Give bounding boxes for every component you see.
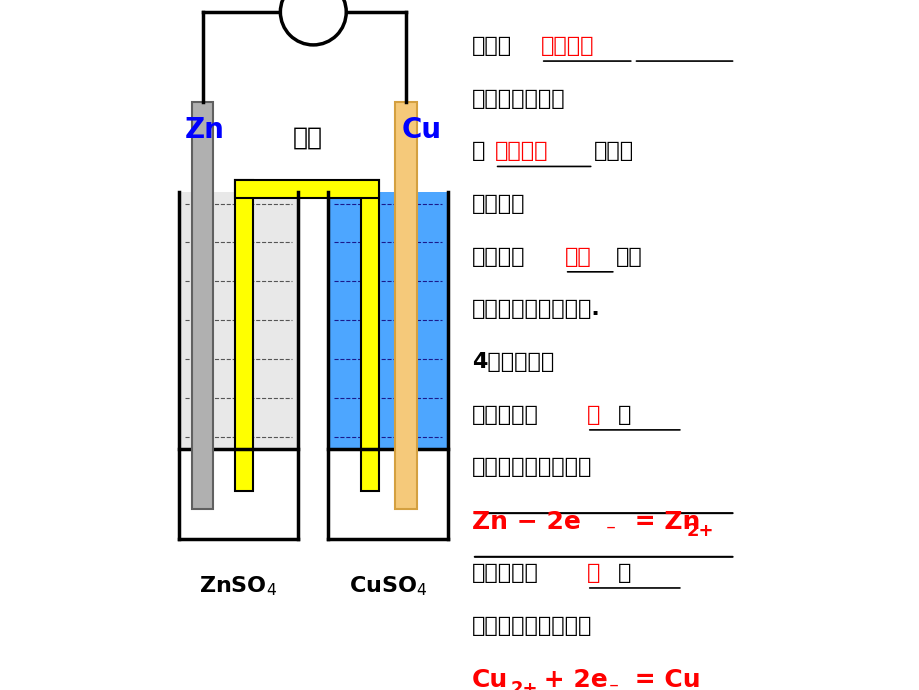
Text: ZnSO$_4$: ZnSO$_4$	[199, 575, 278, 598]
Bar	[191, 102, 213, 509]
Text: 组成铜: 组成铜	[593, 141, 633, 161]
Bar	[235, 179, 253, 491]
Text: Cu: Cu	[471, 668, 507, 690]
Bar	[361, 179, 379, 491]
Text: 半电池，: 半电池，	[471, 194, 525, 214]
Text: 中间通过: 中间通过	[471, 247, 525, 266]
Text: 铜: 铜	[586, 563, 600, 583]
Text: 2+: 2+	[686, 522, 713, 540]
Text: ；: ；	[618, 563, 630, 583]
Text: 起来组成铜锌原电池.: 起来组成铜锌原电池.	[471, 299, 600, 319]
Text: 正极的电极反应式为: 正极的电极反应式为	[471, 615, 592, 635]
Text: 锌和锌盐: 锌和锌盐	[540, 36, 594, 56]
Bar	[235, 179, 379, 197]
Text: 锌: 锌	[586, 405, 600, 425]
Text: 连接: 连接	[615, 247, 641, 266]
Text: = Cu: = Cu	[626, 668, 700, 690]
Text: ；: ；	[618, 405, 630, 425]
Bar	[178, 192, 298, 449]
Text: Zn − 2e: Zn − 2e	[471, 510, 580, 534]
Text: 由: 由	[471, 141, 485, 161]
Text: 铜和铜盐: 铜和铜盐	[494, 141, 548, 161]
Text: 正极材料是: 正极材料是	[471, 563, 539, 583]
Text: 4、该电池的: 4、该电池的	[471, 352, 553, 372]
Text: + 2e: + 2e	[534, 668, 607, 690]
Text: CuSO$_4$: CuSO$_4$	[348, 575, 426, 598]
Bar	[395, 102, 416, 509]
Circle shape	[280, 0, 346, 45]
Text: Zn: Zn	[185, 116, 224, 144]
Text: 负极的电极反应式为: 负极的电极反应式为	[471, 457, 592, 477]
Text: ⁻: ⁻	[605, 522, 615, 541]
Bar	[328, 192, 448, 449]
Text: 负极材料是: 负极材料是	[471, 405, 539, 425]
Text: ⁻: ⁻	[607, 680, 618, 690]
Text: 盐桥: 盐桥	[292, 126, 322, 150]
Text: 图中由: 图中由	[471, 36, 512, 56]
Text: = Zn: = Zn	[626, 510, 700, 534]
Text: 2+: 2+	[510, 680, 538, 690]
Text: 盐桥: 盐桥	[564, 247, 591, 266]
Text: 组成锌半电池，: 组成锌半电池，	[471, 88, 565, 108]
Text: Cu: Cu	[402, 116, 441, 144]
